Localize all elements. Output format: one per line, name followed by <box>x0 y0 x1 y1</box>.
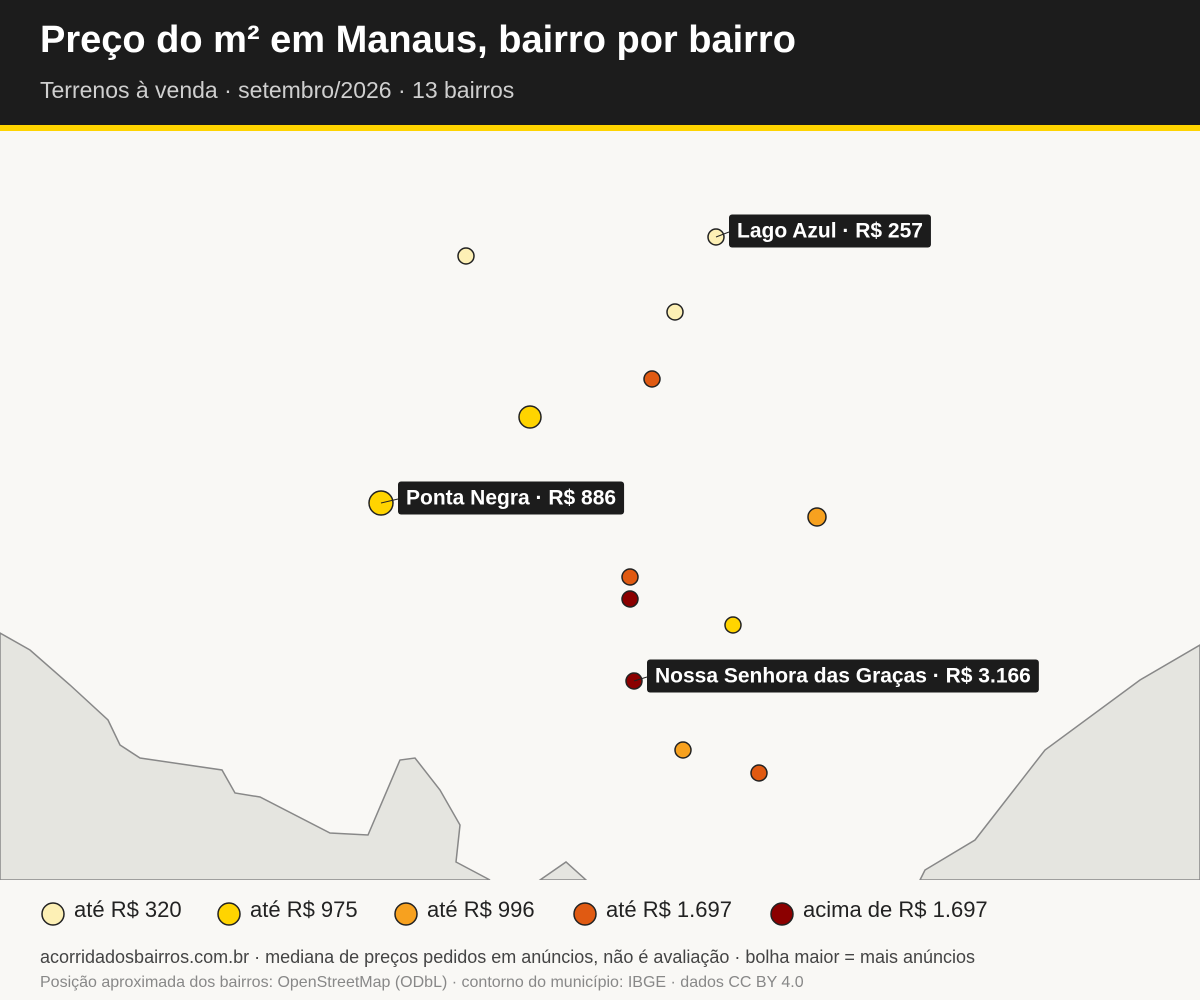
bubble <box>724 616 742 634</box>
callout-label: Ponta Negra · R$ 886 <box>406 487 616 510</box>
bubble <box>621 568 639 586</box>
bubble <box>674 741 692 759</box>
legend-label: acima de R$ 1.697 <box>803 897 988 922</box>
callout-label: Nossa Senhora das Graças · R$ 3.166 <box>655 665 1031 688</box>
legend-swatch <box>770 902 794 926</box>
legend-label: até R$ 975 <box>250 897 358 922</box>
legend-swatch <box>573 902 597 926</box>
bubble <box>807 507 827 527</box>
bubble <box>457 247 475 265</box>
leader <box>380 498 399 504</box>
legend-label: até R$ 320 <box>74 897 182 922</box>
terrain <box>0 632 1200 881</box>
callout-label: Lago Azul · R$ 257 <box>737 220 923 243</box>
legend-swatch <box>217 902 241 926</box>
footer-note: acorridadosbairros.com.br · mediana de p… <box>40 947 975 967</box>
leader <box>715 231 730 238</box>
subtitle: Terrenos à venda · setembro/2026 · 13 ba… <box>40 77 514 103</box>
bubble <box>518 405 542 429</box>
leader <box>633 676 648 682</box>
header-bg <box>0 0 1200 125</box>
legend-bg <box>0 880 1200 1000</box>
legend-swatch <box>41 902 65 926</box>
bubble <box>621 590 639 608</box>
header-rule <box>0 125 1200 131</box>
legend-label: até R$ 996 <box>427 897 535 922</box>
bubble <box>643 370 661 388</box>
title: Preço do m² em Manaus, bairro por bairro <box>40 19 796 61</box>
bubble <box>666 303 684 321</box>
legend-label: até R$ 1.697 <box>606 897 732 922</box>
footer-source: Posição aproximada dos bairros: OpenStre… <box>40 974 804 991</box>
legend-swatch <box>394 902 418 926</box>
bubble <box>750 764 768 782</box>
callout-bg <box>647 659 1039 693</box>
callout-bg <box>398 481 625 515</box>
callout-bg <box>729 214 931 248</box>
